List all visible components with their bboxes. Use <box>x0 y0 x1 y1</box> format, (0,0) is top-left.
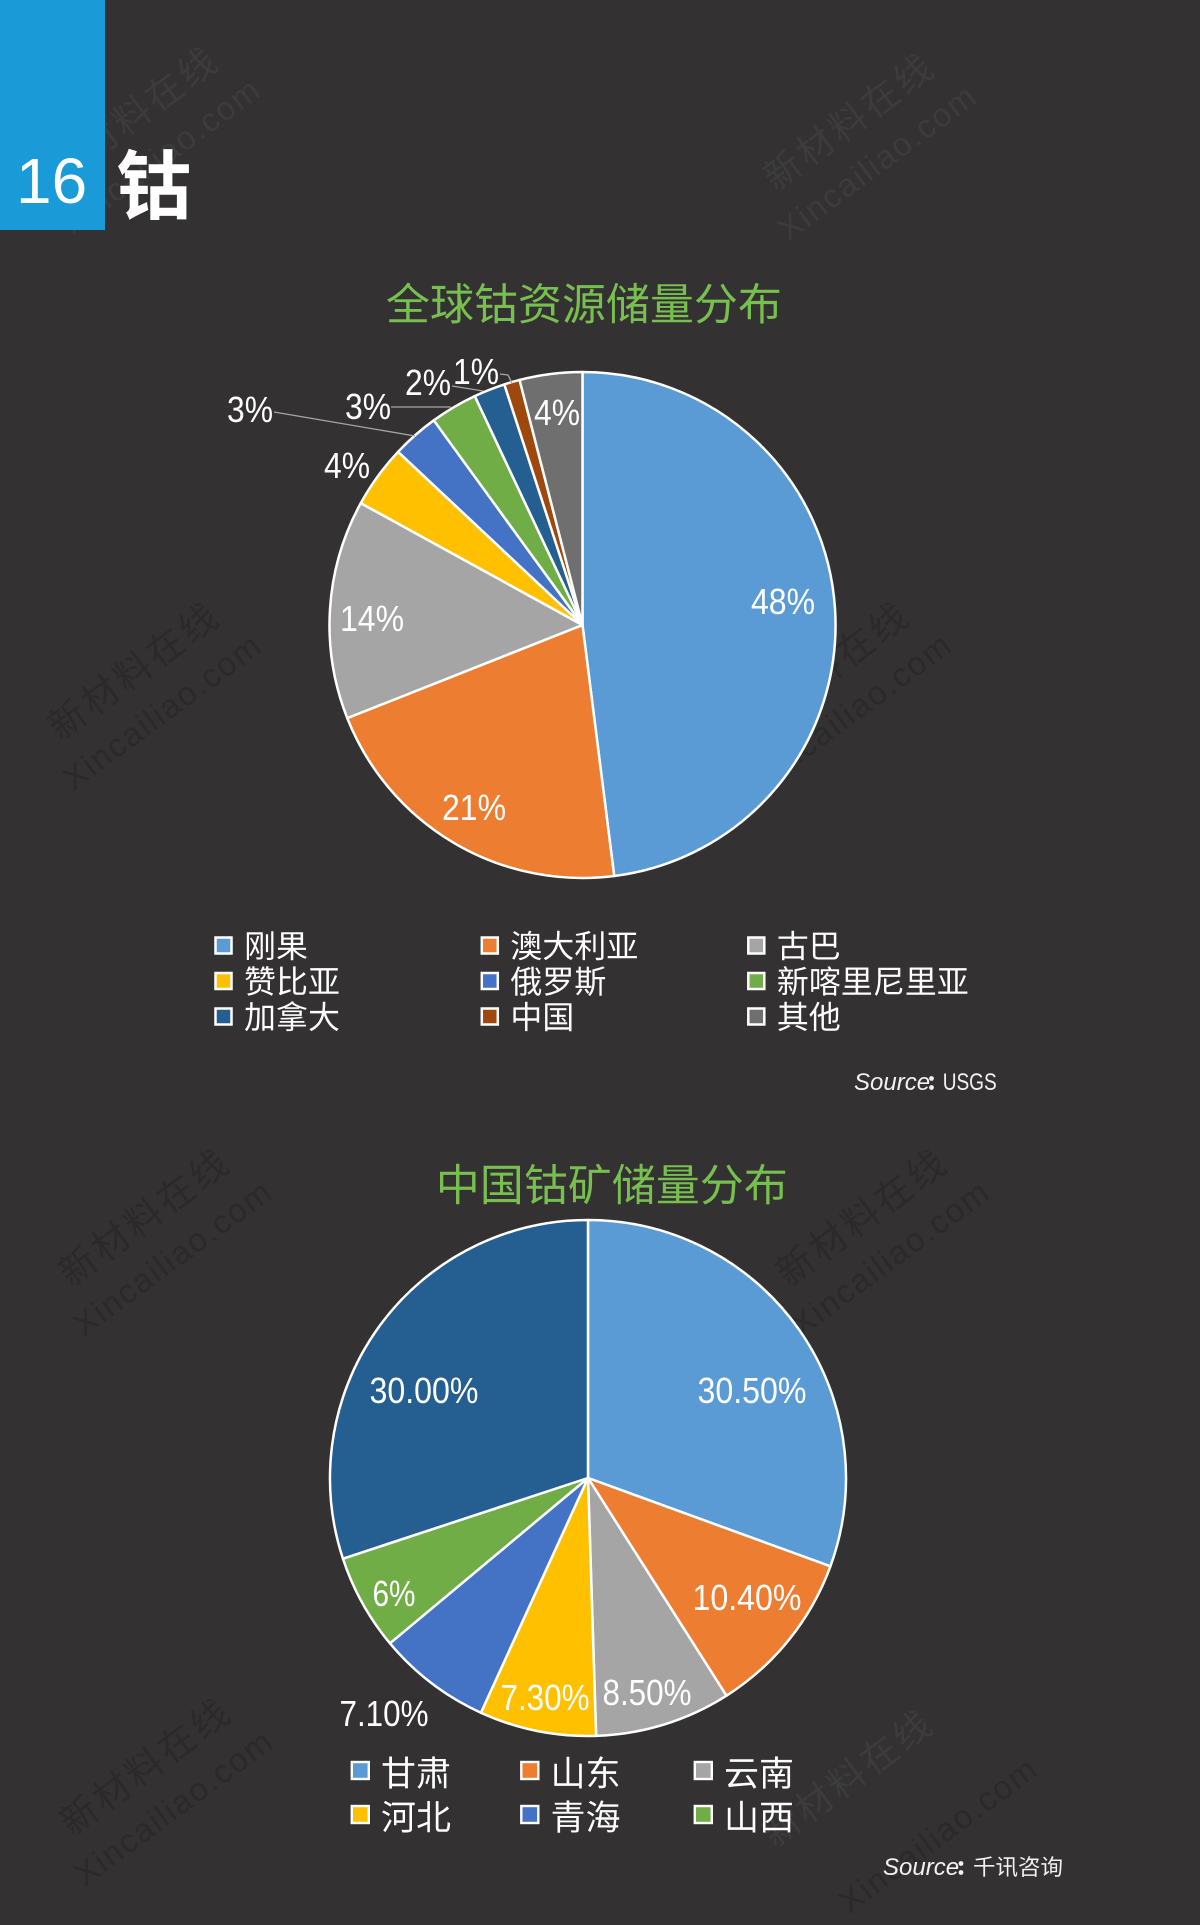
svg-text:8.50%: 8.50% <box>603 1672 692 1713</box>
svg-text:7.30%: 7.30% <box>501 1677 590 1718</box>
svg-text:3%: 3% <box>227 389 273 430</box>
svg-text:21%: 21% <box>442 787 506 828</box>
svg-text:Source: Source <box>854 1069 930 1096</box>
svg-text:4%: 4% <box>324 445 370 486</box>
svg-text:10.40%: 10.40% <box>693 1577 802 1618</box>
svg-text:2%: 2% <box>405 362 451 403</box>
svg-text:3%: 3% <box>345 386 391 427</box>
svg-text:7.10%: 7.10% <box>340 1693 429 1734</box>
svg-text:16: 16 <box>16 145 87 217</box>
svg-text:30.00%: 30.00% <box>370 1370 479 1411</box>
svg-text:USGS: USGS <box>943 1069 997 1096</box>
svg-text:1%: 1% <box>453 351 499 392</box>
svg-text:4%: 4% <box>534 392 580 433</box>
svg-text:30.50%: 30.50% <box>698 1370 807 1411</box>
svg-text:48%: 48% <box>751 581 815 622</box>
svg-text:14%: 14% <box>340 598 404 639</box>
svg-text:6%: 6% <box>373 1573 416 1614</box>
svg-text:Source: Source <box>883 1854 959 1881</box>
